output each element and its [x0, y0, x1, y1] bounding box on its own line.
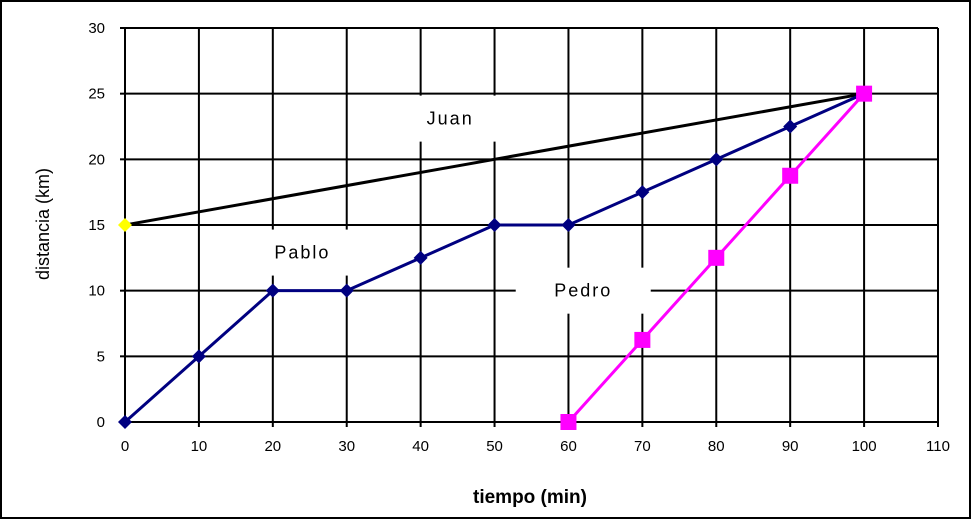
- y-tick-label: 15: [88, 217, 105, 234]
- data-point-pablo: [118, 415, 132, 429]
- data-point-pablo: [635, 185, 650, 200]
- x-tick-label: 10: [191, 438, 208, 455]
- y-tick-label: 5: [97, 348, 105, 365]
- data-point-pablo: [783, 119, 798, 134]
- x-tick-label: 20: [264, 438, 281, 455]
- annotation-box: [388, 95, 513, 142]
- y-tick-label: 30: [88, 20, 105, 37]
- annotations: Juan Pablo Pedro: [274, 109, 612, 301]
- series-markers: [118, 85, 873, 430]
- y-tick-label: 25: [88, 86, 105, 103]
- x-tick-label: 60: [560, 438, 577, 455]
- x-tick-label: 40: [412, 438, 429, 455]
- annotation-box: [234, 229, 370, 276]
- x-tick-label: 110: [926, 438, 950, 455]
- data-point-pablo: [339, 283, 354, 298]
- y-tick-label: 0: [97, 414, 105, 431]
- data-point-pedro: [708, 249, 725, 266]
- data-point-pablo: [265, 283, 280, 298]
- x-tick-label: 50: [486, 438, 503, 455]
- x-axis-title: tiempo (min): [473, 487, 587, 508]
- x-tick-label: 70: [634, 438, 651, 455]
- x-tick-label: 80: [708, 438, 725, 455]
- data-point-pablo: [191, 349, 206, 364]
- series-line-juan: [124, 92, 865, 227]
- data-point-pablo: [487, 218, 502, 232]
- data-point-pedro: [560, 414, 577, 430]
- annotation-pablo: Pablo: [274, 243, 330, 263]
- data-point-pablo: [413, 250, 428, 265]
- x-tick-label: 90: [782, 438, 799, 455]
- tick-labels: 0 10 20 30 40 50 60 70 80 90 100 110 0 5 10 15 20 25 30: [88, 20, 950, 455]
- annotation-pedro: Pedro: [554, 281, 612, 301]
- x-tick-label: 100: [852, 438, 877, 455]
- x-tick-label: 30: [338, 438, 355, 455]
- data-point-pablo: [561, 218, 576, 232]
- annotation-backgrounds: [234, 95, 651, 314]
- data-point-pedro: [856, 85, 873, 102]
- y-tick-label: 20: [88, 151, 105, 168]
- data-point-juan: [118, 218, 132, 232]
- y-axis-title: distancia (km): [33, 168, 53, 280]
- data-point-pedro: [782, 167, 799, 184]
- annotation-box: [515, 267, 651, 314]
- y-tick-label: 10: [88, 283, 105, 300]
- data-point-pedro: [634, 331, 651, 348]
- annotation-juan: Juan: [427, 109, 474, 129]
- gridlines: [120, 27, 939, 427]
- x-tick-label: 0: [121, 438, 129, 455]
- data-point-pablo: [709, 152, 724, 167]
